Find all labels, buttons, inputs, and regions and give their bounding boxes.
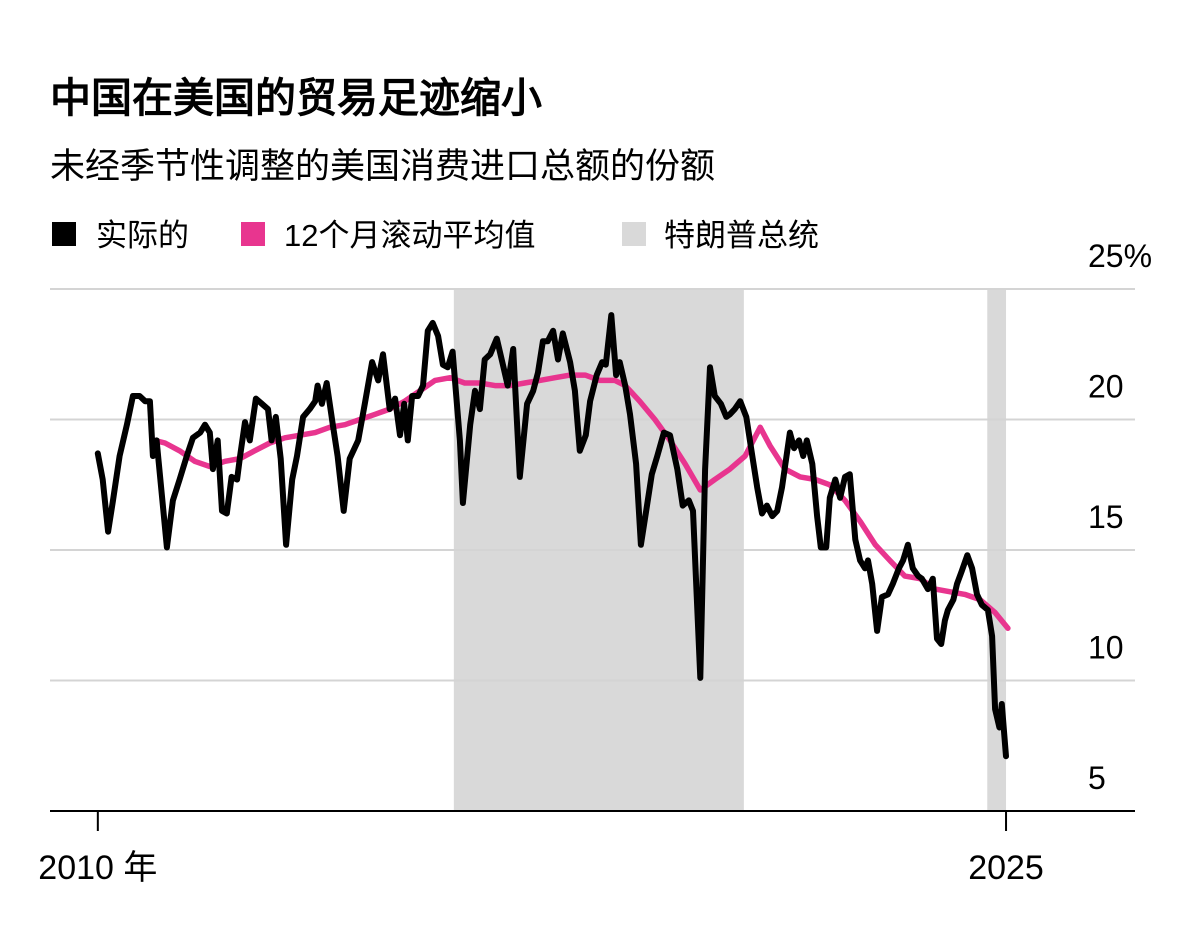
chart-subtitle: 未经季节性调整的美国消费进口总额的份额 <box>50 147 715 186</box>
legend-swatch <box>241 222 265 246</box>
x-tick-label: 2010 年 <box>38 849 157 887</box>
y-tick-label: 15 <box>1088 499 1124 535</box>
y-tick-label: 5 <box>1088 760 1106 796</box>
y-tick-label: 10 <box>1088 630 1124 666</box>
chart-title: 中国在美国的贸易足迹缩小 <box>50 75 542 121</box>
legend-label: 12个月滚动平均值 <box>284 218 535 253</box>
data-line <box>94 312 1009 760</box>
legend: 实际的 12个月滚动平均值 特朗普总统 <box>52 218 819 253</box>
legend-label: 实际的 <box>96 218 189 253</box>
y-tick-label: 25% <box>1088 238 1152 274</box>
data-line <box>151 372 1011 632</box>
legend-swatch <box>622 222 646 246</box>
x-tick-label: 2025 <box>968 849 1044 887</box>
legend-swatch <box>52 222 76 246</box>
y-tick-label: 20 <box>1088 369 1124 405</box>
legend-label: 特朗普总统 <box>664 218 819 253</box>
